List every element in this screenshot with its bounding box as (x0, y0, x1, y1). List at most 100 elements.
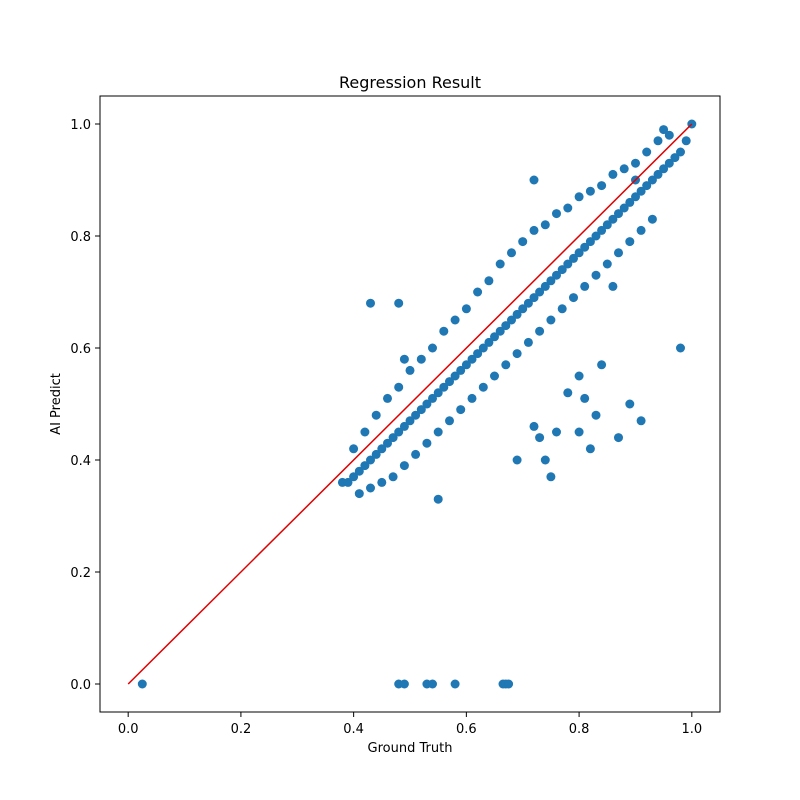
scatter-point (523, 337, 533, 347)
y-tick-label: 0.4 (70, 454, 91, 469)
scatter-point (405, 416, 415, 426)
y-axis-ticks: 0.0 0.2 0.4 0.6 0.8 1.0 (70, 118, 100, 693)
scatter-point (557, 304, 567, 314)
scatter-point (540, 281, 550, 291)
scatter-point (597, 225, 607, 235)
scatter-point (608, 169, 618, 179)
scatter-point (422, 399, 432, 409)
scatter-point (467, 354, 477, 364)
scatter-point (647, 175, 657, 185)
chart-title: Regression Result (339, 73, 481, 92)
scatter-point (512, 309, 522, 319)
scatter-point (574, 248, 584, 258)
scatter-point (602, 220, 612, 230)
scatter-point (569, 253, 578, 263)
scatter-point (416, 405, 426, 415)
scatter-point (394, 298, 404, 308)
scatter-point (360, 461, 370, 471)
scatter-point (405, 365, 415, 375)
scatter-point (473, 287, 483, 297)
x-tick-label: 0.2 (231, 722, 252, 737)
scatter-point (535, 326, 545, 336)
scatter-point (411, 410, 421, 420)
scatter-point (664, 158, 674, 168)
scatter-point (416, 354, 426, 364)
scatter-point (473, 349, 483, 359)
scatter-point (591, 270, 601, 280)
scatter-point (478, 382, 488, 392)
scatter-point (501, 321, 511, 331)
scatter-point (439, 326, 449, 336)
scatter-point (614, 433, 623, 443)
scatter-point (580, 242, 590, 252)
scatter-point (529, 175, 539, 185)
scatter-point (450, 315, 460, 325)
y-tick-label: 1.0 (70, 118, 91, 133)
scatter-point (529, 421, 539, 431)
scatter-point (428, 343, 437, 353)
scatter-point (461, 360, 471, 370)
scatter-point (591, 410, 601, 420)
scatter-point (664, 130, 674, 140)
scatter-point (636, 186, 646, 196)
scatter-point (439, 382, 449, 392)
scatter-point (484, 337, 494, 347)
scatter-point (371, 410, 381, 420)
scatter-point (399, 354, 409, 364)
scatter-point (467, 393, 477, 403)
scatter-point (512, 455, 522, 465)
scatter-point (523, 298, 533, 308)
scatter-point (563, 388, 573, 398)
scatter-point (433, 494, 443, 504)
scatter-point (642, 147, 652, 157)
scatter-point (495, 259, 505, 269)
scatter-point (535, 433, 545, 443)
scatter-point (388, 472, 398, 482)
scatter-point (569, 293, 578, 303)
scatter-point (433, 388, 443, 398)
y-axis-label: AI Predict (49, 373, 64, 435)
x-tick-label: 0.6 (456, 722, 477, 737)
points-layer (137, 119, 697, 689)
scatter-point (394, 427, 404, 437)
scatter-point (625, 399, 635, 409)
scatter-point (580, 393, 590, 403)
scatter-point (591, 231, 601, 241)
plot-frame (99, 95, 721, 713)
scatter-point (377, 444, 387, 454)
scatter-point (377, 477, 387, 487)
scatter-point (383, 438, 392, 448)
y-tick-label: 0.6 (70, 342, 91, 357)
scatter-point (619, 164, 629, 174)
x-axis-ticks: 0.0 0.2 0.4 0.6 0.8 1.0 (118, 712, 702, 737)
scatter-point (653, 136, 663, 146)
scatter-point (563, 203, 573, 213)
scatter-point (428, 393, 437, 403)
x-tick-label: 0.0 (118, 722, 139, 737)
scatter-point (585, 444, 595, 454)
x-tick-label: 0.4 (343, 722, 364, 737)
scatter-point (349, 444, 359, 454)
scatter-point (366, 483, 375, 493)
scatter-point (647, 214, 657, 224)
scatter-point (343, 477, 353, 487)
scatter-point (659, 125, 669, 135)
scatter-point (411, 449, 421, 459)
scatter-point (676, 147, 685, 157)
scatter-point (445, 416, 454, 426)
scatter-point (670, 153, 680, 163)
scatter-point (349, 472, 359, 482)
scatter-point (659, 164, 669, 174)
scatter-point (574, 371, 584, 381)
scatter-point (529, 225, 539, 235)
scatter-point (354, 489, 364, 499)
scatter-point (512, 349, 522, 359)
scatter-point (433, 427, 443, 437)
x-tick-label: 0.8 (569, 722, 590, 737)
scatter-point (676, 343, 685, 353)
scatter-point (546, 472, 556, 482)
scatter-point (625, 197, 635, 207)
scatter-point (360, 427, 370, 437)
scatter-point (518, 304, 528, 314)
y-tick-label: 0.2 (70, 566, 91, 581)
